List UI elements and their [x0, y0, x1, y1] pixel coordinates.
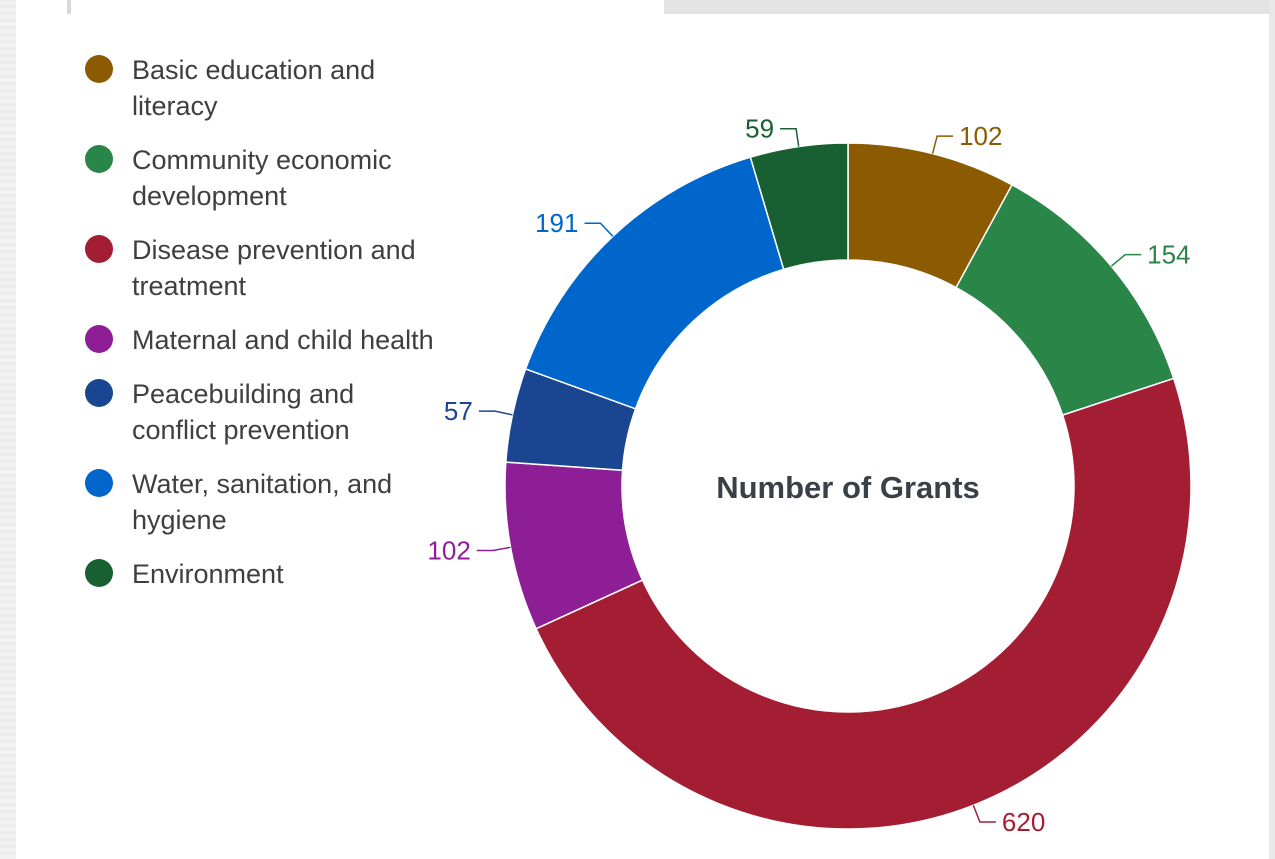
legend-swatch: [85, 469, 113, 497]
data-label-basic-education-and-literacy: 102: [959, 121, 1002, 151]
legend-label: Community economic development: [132, 145, 392, 211]
data-label-environment: 59: [745, 114, 774, 144]
leader-line-maternal-and-child-health: [476, 546, 511, 552]
leader-line-disease-prevention-and-treatment: [972, 805, 996, 823]
top-left-edge: [67, 0, 71, 14]
legend-item-environment[interactable]: Environment: [84, 556, 434, 592]
legend-item-disease-prevention-and-treatment[interactable]: Disease prevention and treatment: [84, 232, 434, 304]
legend-item-community-economic-development[interactable]: Community economic development: [84, 142, 434, 214]
legend-swatch: [85, 379, 113, 407]
legend-label: Basic education and literacy: [132, 55, 376, 121]
legend-label: Water, sanitation, and hygiene: [132, 469, 393, 535]
legend-swatch: [85, 325, 113, 353]
data-label-community-economic-development: 154: [1147, 240, 1190, 270]
legend-swatch: [85, 559, 113, 587]
leader-line-water-sanitation-and-hygiene: [584, 222, 614, 237]
chart-legend: Basic education and literacy Community ec…: [84, 52, 434, 592]
data-label-disease-prevention-and-treatment: 620: [1002, 807, 1045, 837]
legend-swatch: [85, 235, 113, 263]
legend-item-maternal-and-child-health[interactable]: Maternal and child health: [84, 322, 434, 358]
legend-swatch: [85, 55, 113, 83]
leader-line-environment: [780, 127, 800, 147]
center-label: Number of Grants: [716, 470, 980, 505]
legend-swatch: [85, 145, 113, 173]
slice-water-sanitation-and-hygiene[interactable]: [524, 156, 785, 410]
leader-line-basic-education-and-literacy: [931, 135, 954, 154]
legend-label: Maternal and child health: [132, 325, 434, 355]
legend-label: Environment: [132, 559, 284, 589]
page-edge-left: [0, 0, 16, 859]
data-label-water-sanitation-and-hygiene: 191: [535, 208, 578, 238]
legend-item-basic-education-and-literacy[interactable]: Basic education and literacy: [84, 52, 434, 124]
leader-line-community-economic-development: [1110, 253, 1142, 267]
data-label-peacebuilding-and-conflict-prevention: 57: [444, 396, 473, 426]
top-bar: [664, 0, 1270, 14]
page-edge-right: [1269, 0, 1275, 859]
data-label-maternal-and-child-health: 102: [427, 536, 470, 566]
slice-environment[interactable]: [749, 142, 849, 271]
legend-item-water-sanitation-and-hygiene[interactable]: Water, sanitation, and hygiene: [84, 466, 434, 538]
slice-disease-prevention-and-treatment[interactable]: [535, 377, 1192, 830]
legend-label: Peacebuilding and conflict prevention: [132, 379, 355, 445]
legend-item-peacebuilding-and-conflict-prevention[interactable]: Peacebuilding and conflict prevention: [84, 376, 434, 448]
leader-line-peacebuilding-and-conflict-prevention: [478, 410, 513, 416]
legend-label: Disease prevention and treatment: [132, 235, 416, 301]
